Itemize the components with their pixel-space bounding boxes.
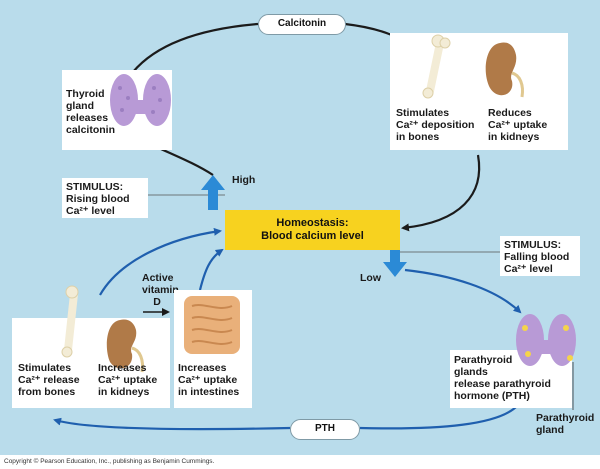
homeostasis-title: Homeostasis: — [276, 217, 349, 229]
low-arrow-icon — [383, 250, 407, 277]
thyroid-text: Thyroid gland releases calcitonin — [66, 88, 116, 136]
arrow-kidney-to-homeostasis — [401, 154, 481, 232]
parathyroid-gland-label: Parathyroid gland — [536, 412, 595, 436]
parathyroid-panel: Parathyroid glands release parathyroid h… — [450, 310, 578, 408]
low-label: Low — [360, 272, 381, 284]
pth-pill: PTH — [290, 419, 360, 440]
arrow-thyroid-to-calcitonin — [132, 22, 259, 73]
pth-effects-panel: Stimulates Ca²⁺ release from bones Incre… — [12, 285, 170, 408]
reduces-uptake-text: Reduces Ca²⁺ uptake in kidneys — [488, 107, 548, 143]
stimulates-release-text: Stimulates Ca²⁺ release from bones — [18, 362, 80, 398]
bone-icon-small — [61, 285, 79, 358]
diagram-canvas: Calcitonin Thyroid gland releases calcit… — [0, 0, 600, 455]
active-vitamin-d-label: Active vitamin D — [142, 272, 179, 308]
high-label: High — [232, 174, 256, 186]
homeostasis-box: Homeostasis: Blood calcium level — [225, 210, 400, 250]
bone-icon — [422, 34, 451, 99]
stimulus-rising-text: STIMULUS: Rising blood Ca²⁺ level — [66, 181, 130, 217]
arrow-parathyroid-to-pth — [359, 404, 519, 430]
stimulus-falling-text: STIMULUS: Falling blood Ca²⁺ level — [504, 239, 570, 275]
stimulus-rising-box: STIMULUS: Rising blood Ca²⁺ level — [62, 178, 148, 218]
kidney-icon — [485, 42, 524, 98]
calcitonin-pill: Calcitonin — [258, 14, 346, 35]
arrow-pth-to-bones — [53, 417, 291, 431]
stimulates-deposition-text: Stimulates Ca²⁺ deposition in bones — [396, 107, 475, 143]
high-arrow-icon — [201, 175, 225, 210]
parathyroid-text: Parathyroid glands release parathyroid h… — [454, 354, 551, 402]
arrow-low-to-parathyroid — [404, 268, 522, 314]
kidney-icon-small — [106, 319, 144, 373]
parathyroid-gland-icon — [516, 314, 576, 366]
homeostasis-subtitle: Blood calcium level — [261, 230, 364, 242]
arrow-intestines-to-homeostasis — [198, 248, 224, 291]
copyright-text: Copyright © Pearson Education, Inc., pub… — [4, 458, 215, 465]
intestine-icon — [184, 296, 240, 354]
increases-kidney-uptake-text: Increases Ca²⁺ uptake in kidneys — [98, 362, 158, 398]
intestines-panel: Increases Ca²⁺ uptake in intestines — [174, 290, 252, 408]
thyroid-panel: Thyroid gland releases calcitonin — [62, 70, 172, 150]
thyroid-gland-icon — [110, 74, 171, 126]
arrow-bones-to-homeostasis — [99, 227, 222, 296]
arrow-layer — [53, 22, 574, 431]
increases-intestine-uptake-text: Increases Ca²⁺ uptake in intestines — [178, 362, 240, 398]
stimulus-falling-box: STIMULUS: Falling blood Ca²⁺ level — [500, 236, 580, 276]
calcitonin-effects-panel: Stimulates Ca²⁺ deposition in bones Redu… — [390, 33, 568, 150]
